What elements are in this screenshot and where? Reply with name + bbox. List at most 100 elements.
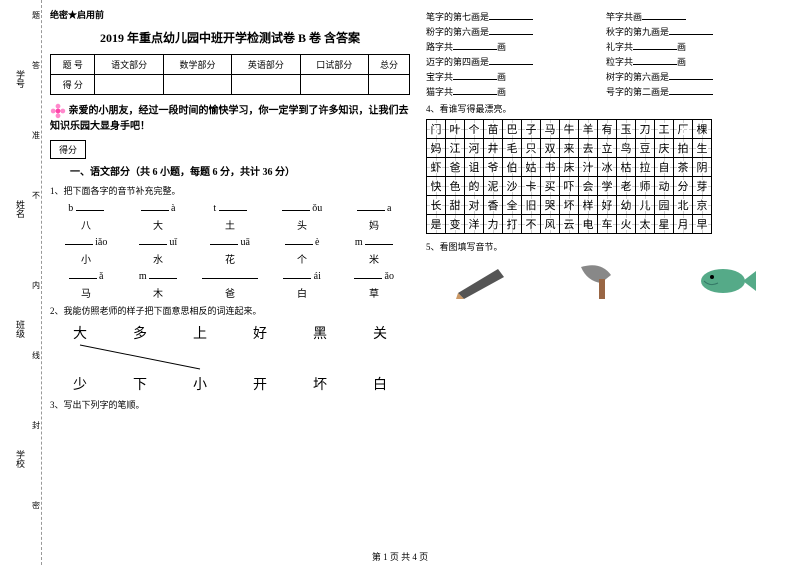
stroke-line: 迈字的第四画是粒字共画 [426, 55, 786, 68]
grid-cell: 床 [560, 158, 579, 177]
grid-cell: 北 [674, 196, 693, 215]
grid-cell: 动 [655, 177, 674, 196]
grid-cell: 毛 [503, 139, 522, 158]
grid-cell: 庆 [655, 139, 674, 158]
fish-icon [688, 261, 758, 301]
grid-cell: 京 [693, 196, 712, 215]
pinyin-row: ǎm ái ǎo [50, 269, 410, 282]
score-table: 题 号 语文部分 数学部分 英语部分 口试部分 总分 得 分 [50, 54, 410, 95]
char-row: 小水花个米 [50, 251, 410, 266]
cell: 英语部分 [232, 55, 300, 75]
stroke-questions: 笔字的第七画是竿字共画粉字的第六画是秋字的第九画是路字共画礼字共画迈字的第四画是… [426, 10, 786, 98]
grid-row: 快色的泥沙卡买吓会学老师动分芽 [427, 177, 712, 196]
grid-cell: 早 [693, 215, 712, 234]
grid-cell: 冰 [598, 158, 617, 177]
cell[interactable] [163, 75, 231, 95]
grid-cell: 江 [446, 139, 465, 158]
binding-mark: 题 [32, 10, 40, 21]
stroke-item: 树字的第六画是 [606, 70, 786, 83]
grid-cell: 只 [522, 139, 541, 158]
stroke-item: 竿字共画 [606, 10, 786, 23]
grid-cell: 全 [503, 196, 522, 215]
grid-cell: 虾 [427, 158, 446, 177]
grid-cell: 车 [598, 215, 617, 234]
stroke-line: 宝字共画树字的第六画是 [426, 70, 786, 83]
grid-cell: 甜 [446, 196, 465, 215]
grid-cell: 色 [446, 177, 465, 196]
grid-cell: 旧 [522, 196, 541, 215]
cell: 得 分 [51, 75, 95, 95]
grid-cell: 去 [579, 139, 598, 158]
grid-cell: 坏 [560, 196, 579, 215]
grid-cell: 月 [674, 215, 693, 234]
grid-cell: 爷 [484, 158, 503, 177]
grid-cell: 园 [655, 196, 674, 215]
grid-cell: 快 [427, 177, 446, 196]
grid-cell: 幼 [617, 196, 636, 215]
grid-cell: 好 [598, 196, 617, 215]
grid-cell: 来 [560, 139, 579, 158]
axe-icon [571, 261, 631, 301]
grid-cell: 电 [579, 215, 598, 234]
cell[interactable] [232, 75, 300, 95]
grid-cell: 玉 [617, 120, 636, 139]
cell: 语文部分 [95, 55, 163, 75]
grid-cell: 书 [541, 158, 560, 177]
binding-margin: 学号 姓名 班级 学校 题 答 准 不 内 线 封 密 [0, 0, 42, 565]
grid-cell: 分 [674, 177, 693, 196]
question-2: 2、我能仿照老师的样子把下面意思相反的词连起来。 [50, 304, 410, 317]
binding-mark: 密 [32, 500, 40, 511]
grid-cell: 买 [541, 177, 560, 196]
grid-cell: 长 [427, 196, 446, 215]
binding-mark: 准 [32, 130, 40, 141]
grid-cell: 儿 [636, 196, 655, 215]
stroke-item: 路字共画 [426, 40, 606, 53]
grid-cell: 厂 [674, 120, 693, 139]
grid-cell: 井 [484, 139, 503, 158]
grid-row: 妈江河井毛只双来去立鸟豆庆拍生 [427, 139, 712, 158]
grid-row: 是变洋力打不风云电车火太星月早 [427, 215, 712, 234]
grid-cell: 不 [522, 215, 541, 234]
pencil-icon [454, 263, 514, 299]
stroke-item: 猫字共画 [426, 85, 606, 98]
exam-title: 2019 年重点幼儿园中班开学检测试卷 B 卷 含答案 [50, 29, 410, 46]
binding-label: 学号 [14, 70, 27, 88]
grid-cell: 妈 [427, 139, 446, 158]
grid-cell: 卡 [522, 177, 541, 196]
picture-row [426, 261, 786, 301]
grid-cell: 的 [465, 177, 484, 196]
cell[interactable] [368, 75, 409, 95]
char-row: 马木爸白草 [50, 285, 410, 300]
stroke-line: 粉字的第六画是秋字的第九画是 [426, 25, 786, 38]
grid-cell: 伯 [503, 158, 522, 177]
question-3: 3、写出下列字的笔顺。 [50, 398, 410, 411]
grid-cell: 子 [522, 120, 541, 139]
stroke-item: 粉字的第六画是 [426, 25, 606, 38]
intro-content: 亲爱的小朋友，经过一段时间的愉快学习，你一定学到了许多知识，让我们去知识乐园大显… [50, 105, 409, 132]
grid-cell: 个 [465, 120, 484, 139]
grid-cell: 阴 [693, 158, 712, 177]
grid-row: 长甜对香全旧哭坏样好幼儿园北京 [427, 196, 712, 215]
grid-cell: 双 [541, 139, 560, 158]
grid-cell: 师 [636, 177, 655, 196]
grid-cell: 云 [560, 215, 579, 234]
pinyin-row: b àt ǒu a [50, 201, 410, 214]
grid-cell: 香 [484, 196, 503, 215]
question-5: 5、看图填写音节。 [426, 240, 786, 253]
grid-cell: 是 [427, 215, 446, 234]
binding-mark: 答 [32, 60, 40, 71]
grid-cell: 豆 [636, 139, 655, 158]
cell[interactable] [300, 75, 368, 95]
cell[interactable] [95, 75, 163, 95]
grid-cell: 茶 [674, 158, 693, 177]
page-footer: 第 1 页 共 4 页 [0, 550, 800, 563]
grid-cell: 诅 [465, 158, 484, 177]
grid-cell: 马 [541, 120, 560, 139]
grid-cell: 鸟 [617, 139, 636, 158]
stroke-item: 礼字共画 [606, 40, 786, 53]
grid-cell: 对 [465, 196, 484, 215]
grid-cell: 苗 [484, 120, 503, 139]
stroke-item: 笔字的第七画是 [426, 10, 606, 23]
flower-icon [50, 103, 66, 119]
stroke-line: 笔字的第七画是竿字共画 [426, 10, 786, 23]
